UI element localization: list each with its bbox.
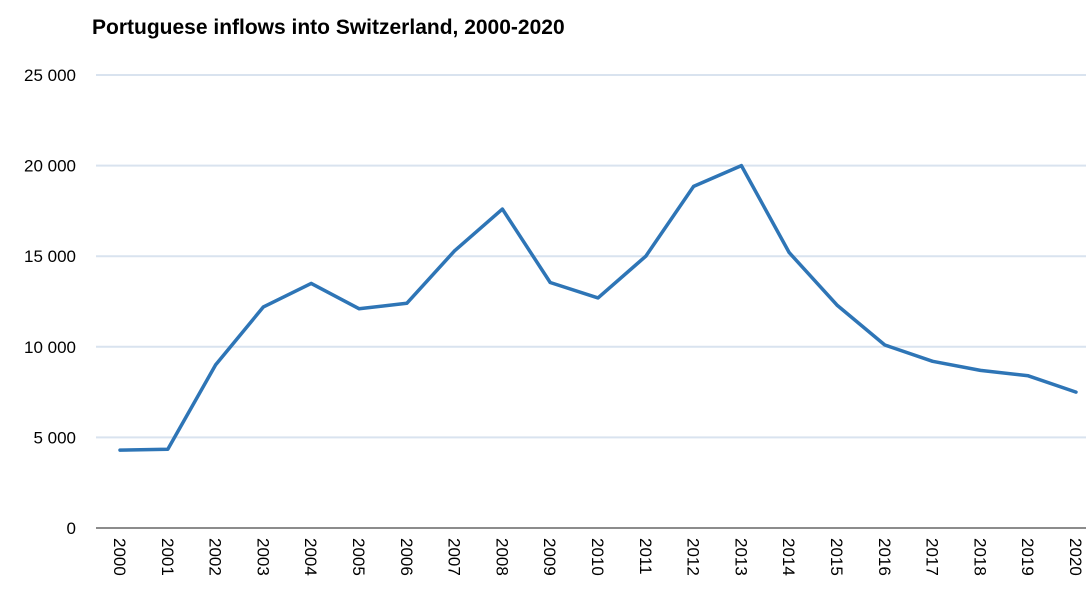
x-tick-label: 2004 xyxy=(301,538,320,576)
data-point xyxy=(692,184,696,188)
gridlines xyxy=(96,74,1086,439)
x-tick-label: 2012 xyxy=(684,538,703,576)
x-tick-label: 2011 xyxy=(636,538,655,575)
y-tick-label: 20 000 xyxy=(24,157,76,176)
data-point xyxy=(1026,374,1030,378)
series-line-group xyxy=(118,163,1078,452)
data-point xyxy=(787,251,791,255)
data-point xyxy=(309,281,313,285)
x-tick-label: 2000 xyxy=(110,538,129,576)
data-point xyxy=(644,254,648,258)
data-point xyxy=(596,296,600,300)
y-tick-label: 25 000 xyxy=(24,66,76,85)
x-tick-label: 2007 xyxy=(445,538,464,576)
data-point xyxy=(931,359,935,363)
x-tick-label: 2003 xyxy=(253,538,272,576)
x-tick-label: 2014 xyxy=(779,538,798,576)
data-point xyxy=(548,280,552,284)
x-tick-label: 2015 xyxy=(827,538,846,576)
x-tick-label: 2002 xyxy=(206,538,225,576)
x-tick-label: 2019 xyxy=(1018,538,1037,576)
chart-title: Portuguese inflows into Switzerland, 200… xyxy=(92,16,565,39)
data-point xyxy=(500,207,504,211)
x-axis-tick-labels: 2000 2001 2002 2003 2004 2005 2006 2007 2008 2009… xyxy=(110,538,1085,576)
data-point xyxy=(978,368,982,372)
x-tick-label: 2008 xyxy=(492,538,511,576)
data-point xyxy=(453,249,457,253)
x-tick-label: 2018 xyxy=(970,538,989,576)
x-tick-label: 2009 xyxy=(540,538,559,576)
x-tick-label: 2001 xyxy=(158,538,177,576)
y-axis-tick-labels: 0 5 000 10 000 15 000 20 000 25 000 xyxy=(24,66,76,538)
x-tick-label: 2005 xyxy=(349,538,368,576)
x-tick-label: 2010 xyxy=(588,538,607,576)
x-tick-label: 2017 xyxy=(923,538,942,576)
data-point xyxy=(357,307,361,311)
data-point xyxy=(261,305,265,309)
data-point xyxy=(118,448,122,452)
y-tick-label: 5 000 xyxy=(33,428,76,447)
x-tick-label: 2013 xyxy=(731,538,750,576)
y-tick-label: 0 xyxy=(67,519,76,538)
data-point xyxy=(835,303,839,307)
data-point xyxy=(1074,390,1078,394)
y-tick-label: 10 000 xyxy=(24,338,76,357)
x-tick-label: 2016 xyxy=(875,538,894,576)
x-tick-label: 2006 xyxy=(397,538,416,576)
data-point xyxy=(405,301,409,305)
x-tick-label: 2020 xyxy=(1066,538,1085,576)
data-point xyxy=(166,447,170,451)
data-point xyxy=(739,164,743,168)
y-tick-label: 15 000 xyxy=(24,247,76,266)
data-point xyxy=(214,363,218,367)
data-point xyxy=(883,343,887,347)
